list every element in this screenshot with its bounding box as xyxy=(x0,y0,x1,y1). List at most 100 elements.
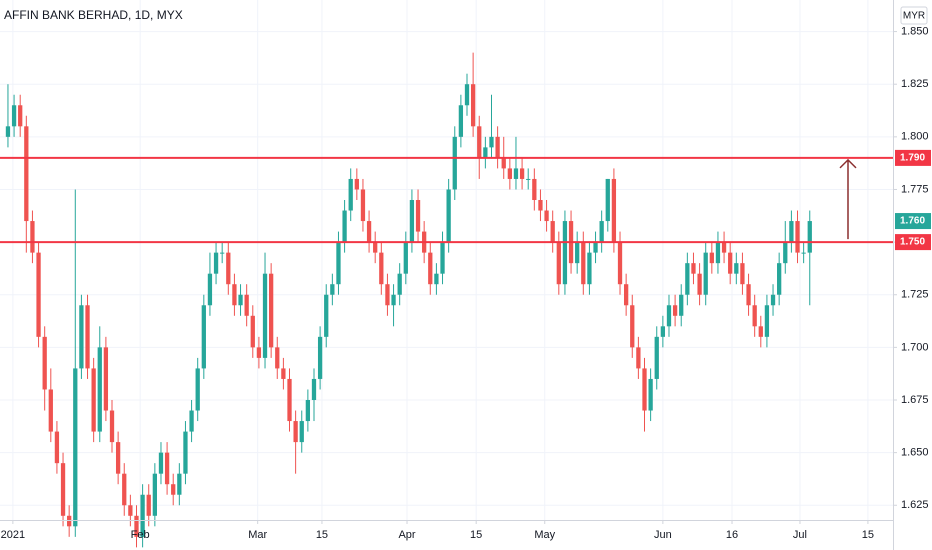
candle-body xyxy=(550,221,555,243)
candle-body xyxy=(783,242,788,264)
candle-body xyxy=(238,294,243,306)
candle-body xyxy=(42,336,47,390)
candle-body xyxy=(593,242,598,253)
candle-body xyxy=(611,178,617,243)
candle-body xyxy=(348,178,353,211)
candle-body xyxy=(73,368,78,527)
candle-body xyxy=(513,168,519,179)
candle-body xyxy=(109,410,115,443)
candle-body xyxy=(336,242,341,285)
candle-body xyxy=(24,126,29,222)
candle-body xyxy=(103,347,109,411)
candle-body xyxy=(477,126,482,158)
candle-body xyxy=(599,221,604,243)
candle-body xyxy=(770,294,776,306)
x-tick-label: May xyxy=(534,529,555,541)
y-tick-label: 1.725 xyxy=(901,289,929,301)
candle-body xyxy=(281,368,286,379)
y-tick-label: 1.625 xyxy=(901,499,929,511)
chart-title: AFFIN BANK BERHAD, 1D, MYX xyxy=(4,8,183,22)
candle-body xyxy=(324,294,329,337)
candle-body xyxy=(256,347,262,358)
x-tick-label: 16 xyxy=(726,529,738,541)
candle-body xyxy=(305,400,311,422)
candle-body xyxy=(501,157,506,169)
candle-body xyxy=(464,84,470,106)
x-tick-label: 2021 xyxy=(1,529,25,541)
candle-body xyxy=(134,515,139,537)
candle-body xyxy=(403,242,408,274)
candle-body xyxy=(183,431,188,474)
y-tick-label: 1.675 xyxy=(901,394,929,406)
candle-body xyxy=(287,378,292,422)
candle-body xyxy=(452,136,457,190)
currency-box[interactable] xyxy=(900,6,928,25)
candle-body xyxy=(122,473,127,506)
candle-body xyxy=(171,484,176,495)
candle-body xyxy=(679,294,684,316)
candle-body xyxy=(11,105,17,127)
candle-body xyxy=(734,263,739,274)
x-tick-label: Apr xyxy=(398,529,415,541)
last-price-box xyxy=(895,213,931,230)
candle-body xyxy=(807,221,812,253)
candle-body xyxy=(67,515,72,527)
candle-body xyxy=(354,178,359,190)
candle-body xyxy=(654,336,659,379)
candle-body xyxy=(177,473,182,495)
candle-body xyxy=(538,200,543,211)
candle-body xyxy=(60,463,66,516)
candle-body xyxy=(575,242,580,264)
y-tick-label: 1.700 xyxy=(901,341,929,353)
currency[interactable]: MYR xyxy=(903,11,925,22)
candle-body xyxy=(128,505,133,516)
candle-body xyxy=(207,273,213,306)
candle-body xyxy=(648,378,653,411)
candle-body xyxy=(213,252,219,274)
candle-body xyxy=(685,263,690,295)
candle-body xyxy=(262,273,268,358)
candle-body xyxy=(244,294,249,316)
x-tick-label: 15 xyxy=(862,529,874,541)
candle-body xyxy=(526,178,531,180)
candle-body xyxy=(544,210,549,222)
candle-body xyxy=(5,126,11,137)
candle-body xyxy=(746,284,751,306)
candle-body xyxy=(434,273,439,285)
candle-body xyxy=(140,494,145,537)
candle-body xyxy=(758,326,763,337)
candle-body xyxy=(36,252,41,337)
level-label: 1.750 xyxy=(900,237,925,248)
candle-body xyxy=(317,336,323,379)
candle-body xyxy=(366,221,372,243)
y-tick-label: 1.825 xyxy=(901,78,929,90)
candle-body xyxy=(483,147,488,158)
candle-body xyxy=(691,263,696,274)
candle-body xyxy=(146,494,151,516)
candle-body xyxy=(293,421,298,443)
candle-body xyxy=(672,305,678,316)
candle-body xyxy=(715,242,721,264)
candle-body xyxy=(642,368,647,411)
candle-body xyxy=(152,473,157,516)
candle-body xyxy=(721,242,727,253)
candle-body xyxy=(85,305,90,369)
candle-body xyxy=(789,221,794,243)
candle-body xyxy=(385,284,390,306)
candle-body xyxy=(617,242,623,285)
candle-body xyxy=(752,305,757,327)
level-label-box xyxy=(895,149,931,166)
candle-body xyxy=(428,252,433,285)
candle-body xyxy=(446,189,451,243)
arrow xyxy=(839,158,857,240)
candle-body xyxy=(764,305,770,337)
candle-body xyxy=(507,168,512,179)
x-tick-label: 15 xyxy=(470,529,482,541)
candle-body xyxy=(226,252,231,285)
candle-body xyxy=(636,347,641,369)
candle-body xyxy=(666,305,672,327)
candle-body xyxy=(440,242,445,274)
candle-body xyxy=(232,284,237,306)
y-tick-label: 1.775 xyxy=(901,183,929,195)
